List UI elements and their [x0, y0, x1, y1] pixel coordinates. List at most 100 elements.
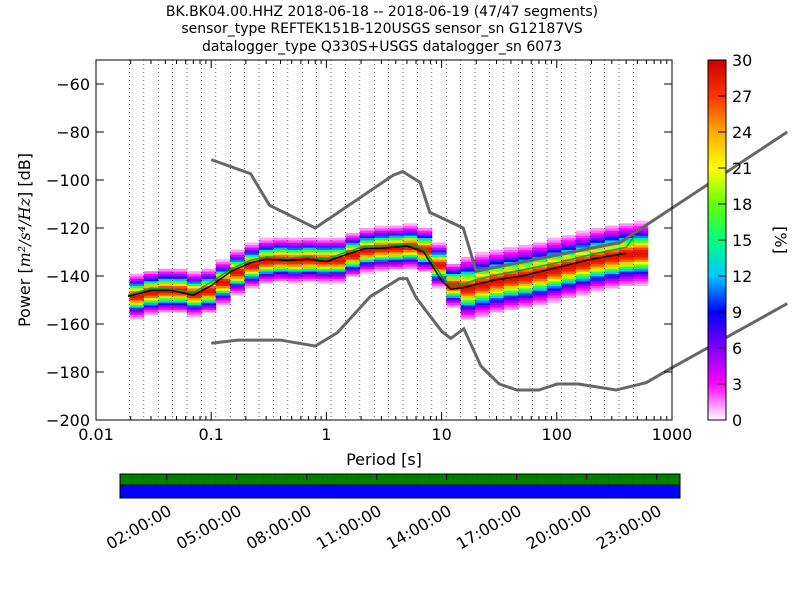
heatmap-cell: [230, 278, 246, 282]
heatmap-cell: [604, 256, 620, 260]
heatmap-cell: [244, 280, 260, 284]
heatmap-cell: [633, 276, 649, 279]
heatmap-cell: [359, 254, 375, 258]
heatmap-cell: [143, 302, 159, 306]
heatmap-cell: [403, 256, 418, 260]
heatmap-cell: [604, 261, 620, 265]
heatmap-cell: [547, 249, 562, 253]
heatmap-cell: [287, 268, 303, 272]
heatmap-cell: [503, 290, 519, 294]
x-tick-label: 10: [431, 425, 451, 444]
heatmap-cell: [259, 259, 274, 262]
colorbar-tick-label: 21: [732, 159, 752, 178]
heatmap-cell: [259, 261, 274, 265]
heatmap-cell: [388, 259, 404, 262]
heatmap-cell: [431, 254, 447, 258]
heatmap-cell: [460, 314, 476, 318]
heatmap-cell: [633, 254, 649, 258]
heatmap-cell: [158, 283, 174, 286]
heatmap-cell: [518, 304, 534, 308]
heatmap-cell: [215, 283, 231, 286]
x-axis-label: Period [s]: [346, 450, 422, 469]
heatmap-cell: [489, 264, 505, 267]
heatmap-cell: [503, 249, 519, 253]
heatmap-cell: [475, 261, 490, 265]
heatmap-cell: [273, 244, 289, 248]
heatmap-cell: [187, 297, 202, 301]
x-tick-label: 1: [321, 425, 331, 444]
heatmap-cell: [590, 271, 606, 274]
heatmap-cell: [345, 235, 361, 238]
heatmap-cell: [129, 316, 145, 320]
heatmap-cell: [547, 273, 562, 277]
heatmap-cell: [388, 225, 404, 229]
heatmap-cell: [201, 307, 217, 310]
heatmap-cell: [446, 280, 462, 284]
heatmap-cell: [532, 244, 548, 248]
heatmap-cell: [503, 266, 519, 270]
heatmap-cell: [489, 254, 505, 258]
heatmap-cell: [302, 254, 318, 258]
colorbar-tick-label: 18: [732, 195, 752, 214]
heatmap-cell: [388, 247, 404, 250]
heatmap-cell: [633, 249, 649, 253]
heatmap-cell: [259, 237, 274, 241]
heatmap-cell: [532, 300, 548, 303]
heatmap-cell: [417, 237, 433, 241]
heatmap-cell: [244, 285, 260, 289]
heatmap-cell: [403, 264, 418, 267]
heatmap-cell: [345, 266, 361, 270]
heatmap-cell: [561, 285, 577, 289]
heatmap-cell: [187, 280, 202, 284]
y-axis-label-prefix: Power [: [15, 267, 34, 327]
heatmap-cell: [489, 271, 505, 274]
heatmap-cell: [489, 280, 505, 284]
heatmap-cell: [547, 297, 562, 301]
heatmap-cell: [187, 278, 202, 282]
heatmap-cell: [187, 271, 202, 274]
heatmap-cell: [129, 295, 145, 298]
heatmap-cell: [374, 230, 390, 234]
heatmap-cell: [503, 247, 519, 250]
heatmap-cell: [331, 278, 346, 282]
heatmap-cell: [547, 244, 562, 248]
heatmap-cell: [489, 297, 505, 301]
heatmap-cell: [446, 266, 462, 270]
heatmap-cell: [417, 264, 433, 267]
timeline-data-bar: [119, 484, 681, 499]
heatmap-cell: [374, 252, 390, 255]
heatmap-cell: [201, 288, 217, 291]
y-tick-label: −160: [46, 315, 90, 334]
heatmap-cell: [431, 278, 447, 282]
timeline-tick-label: 08:00:00: [243, 501, 315, 553]
heatmap-cell: [446, 302, 462, 306]
heatmap-cell: [259, 264, 274, 267]
heatmap-cell: [388, 264, 404, 267]
heatmap-cell: [633, 235, 649, 238]
heatmap-cell: [460, 268, 476, 272]
heatmap-cell: [518, 252, 534, 255]
heatmap-cell: [475, 309, 490, 313]
heatmap-cell: [316, 261, 332, 265]
heatmap-cell: [417, 240, 433, 243]
colorbar-tick-label: 6: [732, 339, 742, 358]
heatmap-cell: [590, 232, 606, 236]
y-tick-label: −100: [46, 171, 90, 190]
heatmap-cell: [575, 283, 591, 286]
heatmap-cell: [475, 278, 490, 282]
heatmap-cell: [302, 240, 318, 243]
heatmap-cell: [187, 285, 202, 289]
heatmap-cell: [129, 276, 145, 279]
heatmap-cell: [633, 280, 649, 284]
heatmap-cell: [201, 283, 217, 286]
heatmap-cell: [201, 309, 217, 313]
heatmap-cell: [575, 240, 591, 243]
heatmap-cell: [172, 292, 188, 296]
heatmap-cell: [417, 259, 433, 262]
heatmap-cell: [489, 252, 505, 255]
heatmap-cell: [489, 295, 505, 298]
heatmap-cell: [244, 268, 260, 272]
heatmap-cell: [575, 271, 591, 274]
heatmap-cell: [316, 264, 332, 267]
heatmap-cell: [561, 283, 577, 286]
